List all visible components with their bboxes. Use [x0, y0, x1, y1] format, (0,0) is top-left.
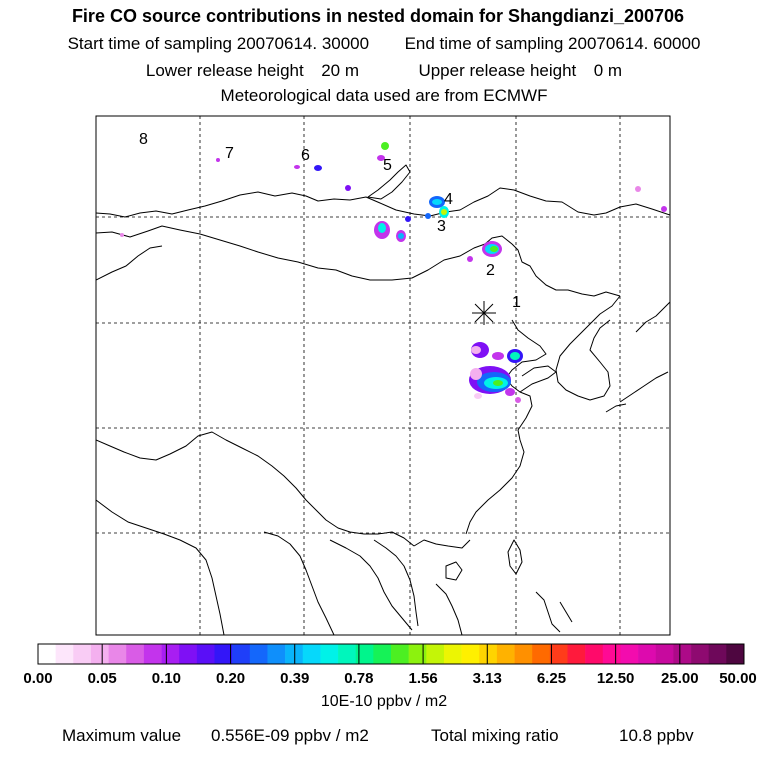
total-mixing-label: Total mixing ratio — [431, 726, 559, 745]
color-legend — [37, 643, 745, 665]
start-label: Start time of sampling — [67, 34, 232, 53]
legend-tick-label: 1.56 — [408, 670, 437, 687]
legend-tick-label: 0.05 — [88, 670, 117, 687]
legend-tick-label: 12.50 — [597, 670, 635, 687]
upper-label: Upper release height — [418, 61, 577, 80]
legend-tick-label: 0.39 — [280, 670, 309, 687]
legend-swatch — [426, 644, 445, 664]
end-label: End time of sampling — [404, 34, 564, 53]
legend-swatch — [249, 644, 268, 664]
contribution-patches — [120, 142, 667, 403]
region-markers: 1 2 3 4 5 6 7 8 — [139, 131, 521, 311]
country-borders — [96, 164, 670, 635]
legend-unit: 10E-10 ppbv / m2 — [320, 693, 448, 710]
legend-tick-labels: 0.00 0.05 0.10 0.20 0.39 0.78 1.56 3.13 6.25 12.5… — [23, 670, 756, 687]
legend-swatch — [338, 644, 356, 664]
marker-label-3: 3 — [437, 218, 446, 235]
legend-swatch — [214, 644, 233, 664]
legend-tick-label: 3.13 — [473, 670, 502, 687]
legend-swatch — [708, 644, 727, 664]
grid-lines — [96, 116, 670, 635]
sampling-times: Start time of sampling 20070614. 30000 E… — [0, 34, 768, 54]
total-mixing-value: 10.8 ppbv — [619, 726, 694, 745]
legend-swatch — [196, 644, 215, 664]
max-value-label: Maximum value — [62, 726, 182, 745]
legend-tick-label: 0.20 — [216, 670, 245, 687]
legend-swatch — [638, 644, 657, 664]
marker-label-5: 5 — [383, 157, 392, 174]
legend-swatch — [585, 644, 604, 664]
legend-swatch — [655, 644, 674, 664]
legend-swatch — [567, 644, 586, 664]
map-title: Fire CO source contributions in nested d… — [71, 6, 685, 26]
legend-swatch — [179, 644, 198, 664]
lower-value: 20 m — [321, 61, 359, 80]
legend-swatch — [355, 644, 374, 664]
legend-swatch — [691, 644, 709, 664]
legend-swatch — [673, 644, 692, 664]
legend-swatch — [726, 644, 745, 664]
legend-swatch — [549, 644, 568, 664]
marker-label-4: 4 — [444, 191, 453, 208]
legend-swatch — [320, 644, 339, 664]
legend-swatch — [373, 644, 392, 664]
marker-label-1: 1 — [512, 294, 521, 311]
legend-swatch — [38, 644, 56, 664]
max-value: 0.556E-09 ppbv / m2 — [211, 726, 369, 745]
legend-tick-label: 50.00 — [719, 670, 757, 687]
meteo-source: Meteorological data used are from ECMWF — [220, 86, 548, 105]
legend-swatch — [126, 644, 145, 664]
legend-swatch — [285, 644, 304, 664]
legend-swatch — [443, 644, 462, 664]
map-frame — [95, 115, 671, 636]
legend-swatch — [55, 644, 74, 664]
legend-swatch — [302, 644, 321, 664]
marker-label-8: 8 — [139, 131, 148, 148]
lower-label: Lower release height — [145, 61, 304, 80]
legend-tick-label: 25.00 — [661, 670, 699, 687]
legend-tick-label: 6.25 — [537, 670, 566, 687]
legend-swatch — [408, 644, 427, 664]
release-heights: Lower release height 20 m Upper release … — [0, 61, 768, 81]
receptor-asterisk-icon — [472, 301, 496, 325]
legend-swatch — [108, 644, 127, 664]
legend-swatch — [267, 644, 286, 664]
legend-border — [37, 643, 745, 665]
start-value: 20070614. 30000 — [236, 34, 370, 53]
legend-swatch — [90, 644, 109, 664]
legend-swatch — [479, 644, 498, 664]
legend-swatch — [461, 644, 480, 664]
legend-swatch — [620, 644, 639, 664]
marker-label-6: 6 — [301, 147, 310, 164]
marker-label-2: 2 — [486, 262, 495, 279]
legend-swatch — [143, 644, 162, 664]
upper-value: 0 m — [593, 61, 623, 80]
legend-swatch — [602, 644, 621, 664]
end-value: 20070614. 60000 — [568, 34, 701, 53]
marker-label-7: 7 — [225, 145, 234, 162]
legend-swatch — [73, 644, 92, 664]
legend-swatch — [391, 644, 409, 664]
legend-swatch — [514, 644, 533, 664]
legend-swatch — [496, 644, 515, 664]
legend-tick-label: 0.10 — [152, 670, 181, 687]
legend-swatch — [161, 644, 180, 664]
legend-swatch — [532, 644, 551, 664]
legend-swatch — [232, 644, 251, 664]
legend-tick-label: 0.78 — [344, 670, 373, 687]
legend-tick-label: 0.00 — [23, 670, 52, 687]
